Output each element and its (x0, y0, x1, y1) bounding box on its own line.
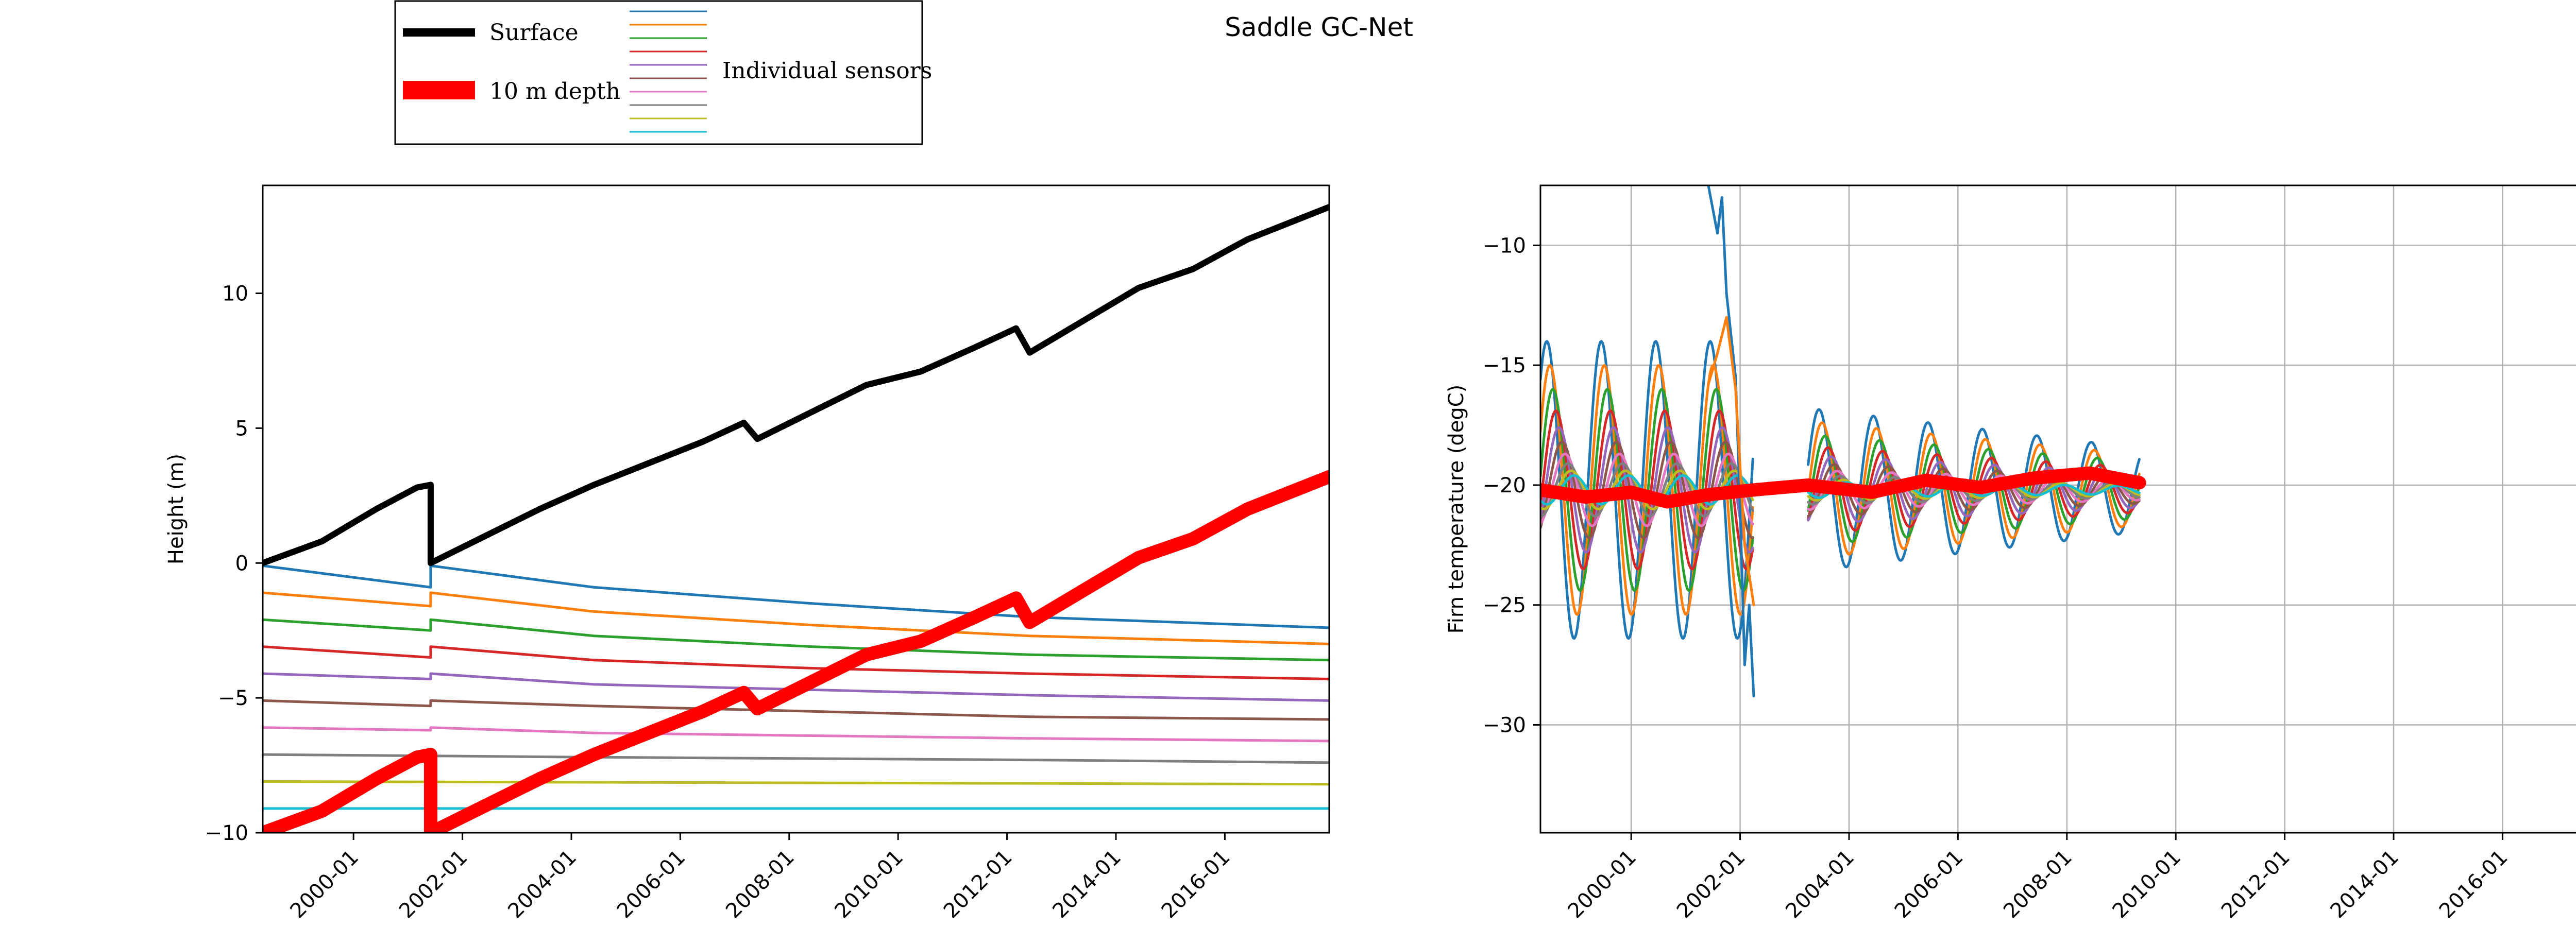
y-tick-label: −20 (1483, 474, 1526, 497)
x-tick-label: 2012-01 (2217, 846, 2295, 923)
sensor-temperature-line (1540, 453, 1754, 527)
x-tick-label: 2006-01 (1890, 846, 1968, 923)
plot-area (263, 203, 1329, 833)
x-tick-label: 2016-01 (2435, 846, 2513, 923)
sensor-height-line (263, 699, 1329, 721)
x-tick-label: 2000-01 (1564, 846, 1641, 923)
x-tick-label: 2016-01 (1157, 846, 1235, 923)
x-tick-label: 2014-01 (2326, 846, 2403, 923)
y-tick-label: −5 (218, 686, 248, 710)
temperature-panel: −30 −25 −20 −15 −10 2000-01 2002-01 2004-01 2006… (1445, 184, 2576, 923)
sensor-temperature-line (1540, 364, 1754, 616)
x-tick-label: 2006-01 (613, 846, 690, 923)
sensor-height-line (263, 645, 1329, 680)
y-tick-label: 0 (235, 552, 248, 575)
x-tick-label: 2004-01 (503, 846, 581, 923)
plot-area (1540, 185, 2146, 698)
x-tick-label: 2008-01 (1999, 846, 2077, 923)
chart-title: Saddle GC-Net (1225, 12, 1413, 42)
height-panel: −10 −5 0 5 10 2000-01 2002-01 2004-01 2006-01 200… (164, 184, 1330, 923)
sensor-temperature-line (1707, 316, 1755, 607)
sensor-temperature-line (1807, 408, 2141, 569)
sensor-temperature-line (1540, 388, 1754, 592)
y-axis-label: Height (m) (164, 454, 188, 564)
sensor-temperature-line (1707, 185, 1755, 698)
y-axis-label: Firn temperature (degC) (1445, 385, 1468, 634)
x-tick-label: 2000-01 (286, 846, 364, 923)
depth-10m-temperature-line (1540, 466, 2146, 509)
sensor-temperature-line (1540, 426, 1754, 554)
y-tick-label: −15 (1483, 354, 1526, 377)
sensor-height-line (263, 672, 1329, 702)
sensor-temperature-line (1540, 409, 1754, 571)
sensor-height-line (263, 591, 1329, 645)
x-tick-label: 2002-01 (1672, 846, 1750, 923)
x-tick-label: 2010-01 (831, 846, 908, 923)
sensor-height-line (263, 618, 1329, 662)
x-tick-label: 2012-01 (939, 846, 1017, 923)
legend-sensor-swatches (630, 10, 707, 133)
y-tick-label: −10 (205, 821, 248, 845)
y-tick-label: 10 (222, 282, 248, 306)
y-tick-label: −30 (1483, 714, 1526, 737)
depth-10m-line (263, 470, 1329, 833)
axes-frame (262, 184, 1330, 834)
sensor-height-line (263, 780, 1329, 786)
x-tick-label: 2010-01 (2108, 846, 2186, 923)
sensor-height-line (263, 726, 1329, 743)
x-tick-label: 2004-01 (1781, 846, 1859, 923)
surface-height-line (263, 203, 1329, 566)
legend: Surface 10 m depth Individual sensors (394, 0, 932, 145)
axes-frame (1539, 184, 2576, 834)
x-tick-label: 2008-01 (721, 846, 799, 923)
x-tick-label: 2002-01 (395, 846, 472, 923)
y-tick-label: −25 (1483, 594, 1526, 617)
y-tick-label: −10 (1483, 234, 1526, 258)
sensor-temperature-line (1807, 470, 2141, 511)
legend-surface-label: Surface (489, 20, 579, 46)
sensor-temperature-line (1807, 463, 2141, 518)
y-tick-label: 5 (235, 417, 248, 440)
legend-sensors-label: Individual sensors (722, 58, 932, 84)
sensor-height-line (263, 564, 1329, 629)
x-tick-label: 2014-01 (1048, 846, 1126, 923)
legend-depth-label: 10 m depth (489, 78, 620, 105)
sensor-temperature-line (1807, 474, 2141, 506)
